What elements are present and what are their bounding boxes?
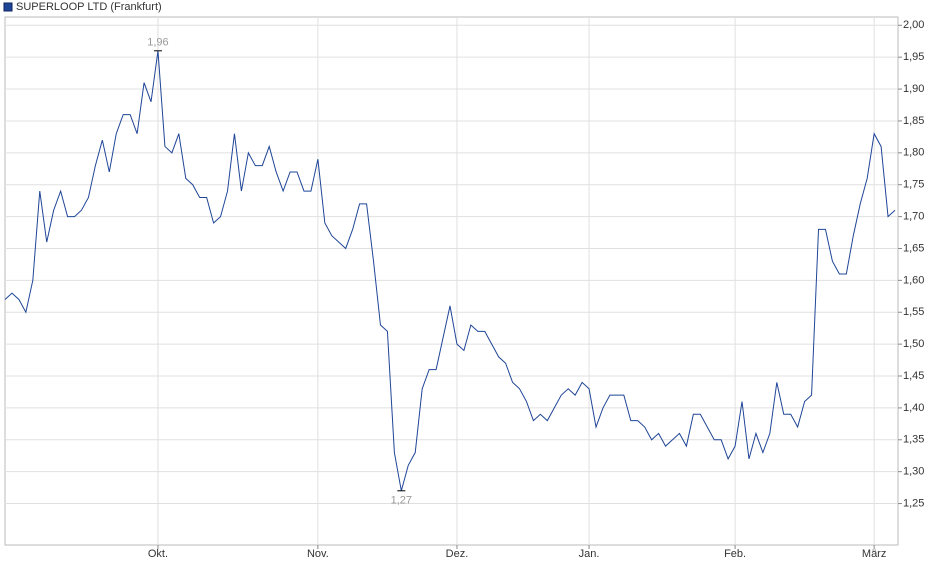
y-tick-label: 1,80 bbox=[903, 147, 924, 159]
x-tick-label: Nov. bbox=[307, 548, 329, 560]
y-tick-label: 1,90 bbox=[903, 83, 924, 95]
y-tick-label: 1,35 bbox=[903, 434, 924, 446]
y-tick-label: 1,85 bbox=[903, 115, 924, 127]
x-tick-label: Dez. bbox=[446, 548, 469, 560]
y-tick-label: 1,30 bbox=[903, 466, 924, 478]
y-tick-label: 1,55 bbox=[903, 306, 924, 318]
y-tick-label: 1,45 bbox=[903, 370, 924, 382]
x-tick-label: März bbox=[862, 548, 886, 560]
price-line bbox=[4, 50, 896, 491]
y-tick-label: 1,70 bbox=[903, 211, 924, 223]
x-tick-label: Okt. bbox=[148, 548, 168, 560]
legend-label: SUPERLOOP LTD (Frankfurt) bbox=[16, 1, 162, 13]
y-tick-label: 1,65 bbox=[903, 242, 924, 254]
y-tick-label: 2,00 bbox=[903, 19, 924, 31]
y-tick-label: 1,60 bbox=[903, 274, 924, 286]
plot-area bbox=[4, 16, 899, 546]
x-tick-label: Jan. bbox=[579, 548, 600, 560]
y-tick-label: 1,75 bbox=[903, 179, 924, 191]
extreme-label: 1,96 bbox=[147, 37, 168, 49]
y-tick-label: 1,40 bbox=[903, 402, 924, 414]
legend-swatch bbox=[3, 2, 13, 12]
extreme-label: 1,27 bbox=[391, 495, 412, 507]
x-tick-label: Feb. bbox=[724, 548, 746, 560]
y-tick-label: 1,95 bbox=[903, 51, 924, 63]
y-tick-label: 1,25 bbox=[903, 497, 924, 509]
y-tick-label: 1,50 bbox=[903, 338, 924, 350]
